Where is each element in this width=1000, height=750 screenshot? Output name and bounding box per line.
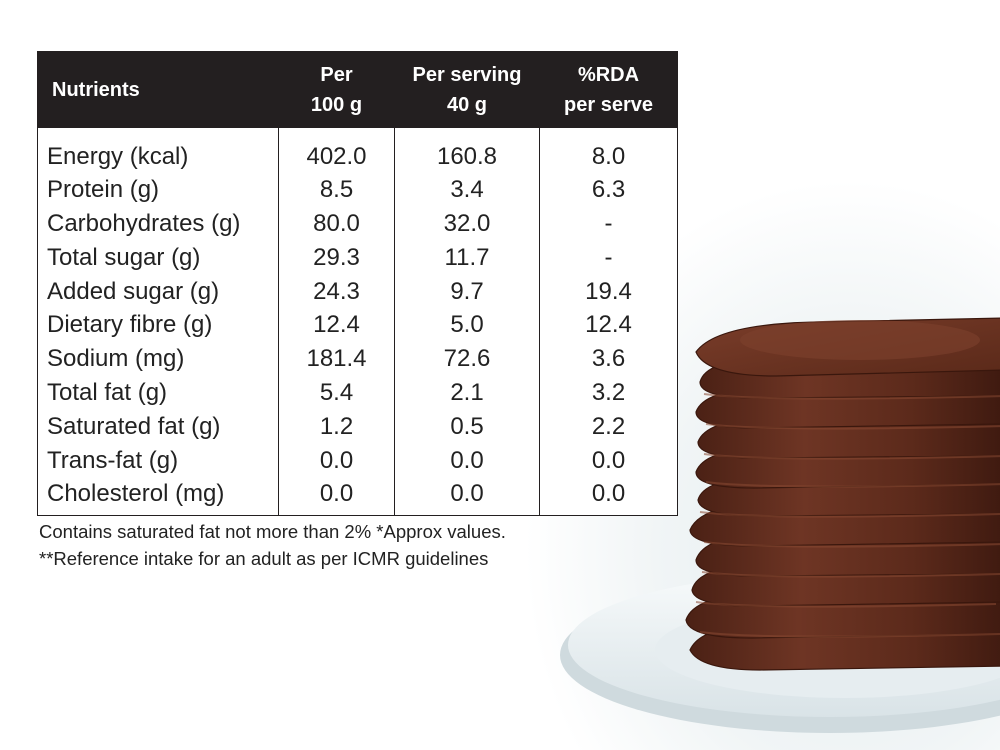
value-per-100g: 181.4 xyxy=(278,342,395,377)
header-per-100g-line1: Per xyxy=(320,63,353,86)
value-rda: 2.2 xyxy=(539,409,678,444)
header-nutrients: Nutrients xyxy=(37,51,279,128)
value-per-serving: 3.4 xyxy=(394,173,540,208)
value-per-serving: 0.0 xyxy=(394,477,540,517)
table-body: Energy (kcal) 402.0 160.8 8.0 Protein (g… xyxy=(37,127,678,517)
pancake-stack-image xyxy=(500,180,1000,750)
nutrient-name: Dietary fibre (g) xyxy=(37,308,279,343)
table-row: Cholesterol (mg) 0.0 0.0 0.0 xyxy=(37,477,678,517)
header-rda: %RDA per serve xyxy=(539,51,678,128)
value-per-serving: 0.0 xyxy=(394,443,540,478)
value-per-serving: 5.0 xyxy=(394,308,540,343)
value-rda: 0.0 xyxy=(539,477,678,517)
nutrient-name: Sodium (mg) xyxy=(37,342,279,377)
table-row: Sodium (mg) 181.4 72.6 3.6 xyxy=(37,342,678,377)
table-row: Protein (g) 8.5 3.4 6.3 xyxy=(37,173,678,208)
table-row: Total sugar (g) 29.3 11.7 - xyxy=(37,240,678,275)
footnotes: Contains saturated fat not more than 2% … xyxy=(39,518,679,572)
value-per-serving: 2.1 xyxy=(394,376,540,410)
header-per-serving: Per serving 40 g xyxy=(394,51,540,128)
value-rda: 19.4 xyxy=(539,274,678,309)
value-per-serving: 0.5 xyxy=(394,409,540,444)
header-per-100g-line2: 100 g xyxy=(310,93,363,116)
table-row: Carbohydrates (g) 80.0 32.0 - xyxy=(37,207,678,241)
value-rda: 0.0 xyxy=(539,443,678,478)
value-per-serving: 11.7 xyxy=(394,240,540,275)
header-row: Nutrients Per 100 g Per serving 40 g %RD… xyxy=(37,51,678,128)
table-row: Added sugar (g) 24.3 9.7 19.4 xyxy=(37,274,678,309)
nutrient-name: Protein (g) xyxy=(37,173,279,208)
value-rda: 6.3 xyxy=(539,173,678,208)
value-per-100g: 0.0 xyxy=(278,443,395,478)
nutrition-table: Nutrients Per 100 g Per serving 40 g %RD… xyxy=(37,51,678,517)
nutrient-name: Energy (kcal) xyxy=(37,127,279,174)
value-per-100g: 29.3 xyxy=(278,240,395,275)
table-row: Total fat (g) 5.4 2.1 3.2 xyxy=(37,376,678,410)
header-per-serving-line2: 40 g xyxy=(446,93,488,116)
value-per-100g: 402.0 xyxy=(278,127,395,174)
nutrient-name: Trans-fat (g) xyxy=(37,443,279,478)
nutrient-name: Added sugar (g) xyxy=(37,274,279,309)
value-rda: 12.4 xyxy=(539,308,678,343)
value-per-100g: 80.0 xyxy=(278,207,395,241)
value-per-serving: 160.8 xyxy=(394,127,540,174)
value-per-100g: 12.4 xyxy=(278,308,395,343)
nutrient-name: Cholesterol (mg) xyxy=(37,477,279,517)
table-row: Trans-fat (g) 0.0 0.0 0.0 xyxy=(37,443,678,478)
value-per-serving: 32.0 xyxy=(394,207,540,241)
nutrient-name: Saturated fat (g) xyxy=(37,409,279,444)
value-per-100g: 5.4 xyxy=(278,376,395,410)
header-per-serving-line1: Per serving xyxy=(412,63,522,86)
value-rda: - xyxy=(539,207,678,241)
nutrient-name: Total fat (g) xyxy=(37,376,279,410)
value-per-serving: 72.6 xyxy=(394,342,540,377)
value-per-100g: 8.5 xyxy=(278,173,395,208)
footnote-reference-intake: **Reference intake for an adult as per I… xyxy=(39,548,489,569)
value-rda: 3.2 xyxy=(539,376,678,410)
table-row: Energy (kcal) 402.0 160.8 8.0 xyxy=(37,127,678,174)
value-rda: 8.0 xyxy=(539,127,678,174)
table-header: Nutrients Per 100 g Per serving 40 g %RD… xyxy=(37,51,678,128)
value-per-100g: 24.3 xyxy=(278,274,395,309)
value-per-serving: 9.7 xyxy=(394,274,540,309)
header-per-100g: Per 100 g xyxy=(278,51,395,128)
nutrient-name: Carbohydrates (g) xyxy=(37,207,279,241)
value-rda: - xyxy=(539,240,678,275)
header-rda-line2: per serve xyxy=(564,93,653,116)
nutrient-name: Total sugar (g) xyxy=(37,240,279,275)
value-per-100g: 0.0 xyxy=(278,477,395,517)
table-row: Saturated fat (g) 1.2 0.5 2.2 xyxy=(37,409,678,444)
value-rda: 3.6 xyxy=(539,342,678,377)
value-per-100g: 1.2 xyxy=(278,409,395,444)
header-rda-line1: %RDA xyxy=(577,63,640,86)
table-row: Dietary fibre (g) 12.4 5.0 12.4 xyxy=(37,308,678,343)
footnote-saturated-fat: Contains saturated fat not more than 2% … xyxy=(39,521,506,542)
